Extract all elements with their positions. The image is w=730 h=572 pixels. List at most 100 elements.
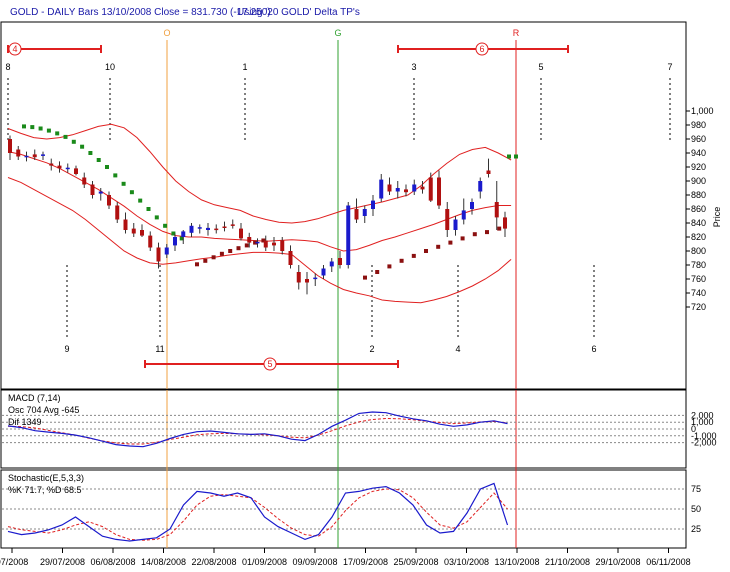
candle-body xyxy=(362,209,367,216)
cycle-number-top: 5 xyxy=(538,62,543,72)
candle-body xyxy=(371,200,375,209)
bracket-circle xyxy=(475,42,489,56)
dot-red xyxy=(448,240,453,245)
x-tick-label: 01/09/2008 xyxy=(242,557,287,567)
cycle-number-bottom: 2 xyxy=(369,344,374,354)
candle-body xyxy=(354,209,359,220)
cycle-number-top: 1 xyxy=(242,62,247,72)
stoch-k-line xyxy=(7,482,509,542)
candle-body xyxy=(197,227,202,229)
bracket-label: 4 xyxy=(12,44,17,54)
price-tick-label: 940 xyxy=(691,148,706,158)
candle-body xyxy=(239,228,243,239)
x-tick-label: 21/10/2008 xyxy=(545,557,590,567)
dot-green xyxy=(514,154,518,159)
x-tick-label: 22/08/2008 xyxy=(191,557,236,567)
candle-body xyxy=(263,240,268,248)
candle-body xyxy=(41,154,45,156)
dot-green xyxy=(507,154,511,159)
bollinger-upper xyxy=(7,123,512,224)
candle-body xyxy=(222,226,227,228)
dot-green xyxy=(113,173,118,178)
candle-body xyxy=(272,242,276,246)
candle-body xyxy=(288,251,293,265)
dot-red xyxy=(399,258,404,263)
cycle-number-top: 3 xyxy=(411,62,416,72)
cycle-number-bottom: 4 xyxy=(455,344,460,354)
price-tick-label: 740 xyxy=(691,288,706,298)
candle-body xyxy=(428,177,433,201)
dot-red xyxy=(424,249,428,253)
candle-body xyxy=(156,247,161,262)
stoch-panel: 75 50 25 xyxy=(2,482,701,542)
chart-subtitle: Using '20 GOLD' Delta TP's xyxy=(237,7,360,18)
stoch-tick-label: 75 xyxy=(691,484,701,494)
dot-red xyxy=(211,255,216,260)
candle-body xyxy=(173,237,177,246)
dot-red xyxy=(436,244,441,249)
candle-body xyxy=(123,219,128,230)
bracket-circle xyxy=(8,42,22,56)
dot-green xyxy=(179,236,184,241)
candle-body xyxy=(313,277,318,280)
cycle-number-top: 7 xyxy=(667,62,672,72)
dot-red xyxy=(497,226,502,231)
x-tick-label: 06/11/2008 xyxy=(646,557,690,567)
price-tick-label: 960 xyxy=(691,134,706,144)
chart-title: GOLD - DAILY Bars 13/10/2008 Close = 831… xyxy=(10,7,271,18)
candle-body xyxy=(445,209,450,230)
candle-body xyxy=(82,177,87,185)
x-tick-label: 29/10/2008 xyxy=(595,557,640,567)
x-tick-label: 13/10/2008 xyxy=(494,557,539,567)
stoch-panel-frame xyxy=(0,469,687,549)
candle-body xyxy=(140,230,144,236)
dot-red xyxy=(244,243,249,248)
candle-body xyxy=(296,272,301,283)
candle-body xyxy=(98,191,103,194)
candle-body xyxy=(461,210,466,220)
candle-body xyxy=(280,240,285,251)
candle-body xyxy=(214,228,219,231)
stoch-tick-label: 50 xyxy=(691,504,701,514)
candle-body xyxy=(486,170,491,174)
bollinger-middle xyxy=(7,151,512,252)
dot-green xyxy=(71,139,76,144)
marker-label: O xyxy=(163,28,170,38)
dot-red xyxy=(387,264,392,269)
candle-body xyxy=(305,279,309,283)
bracket-label: 6 xyxy=(479,44,484,54)
dot-red xyxy=(228,249,233,253)
dot-green xyxy=(38,126,43,131)
x-tick-label: 25/09/2008 xyxy=(393,557,438,567)
marker-label: G xyxy=(334,28,341,38)
macd-tick-label: 2,000 xyxy=(691,410,714,420)
stoch-d-line xyxy=(7,488,508,541)
cycle-number-top: 8 xyxy=(5,62,10,72)
dot-red xyxy=(219,251,224,256)
dot-red xyxy=(472,232,477,237)
dot-red xyxy=(411,253,416,258)
price-tick-label: 800 xyxy=(691,246,706,256)
candle-body xyxy=(24,155,29,158)
candle-body xyxy=(412,184,417,192)
price-tick-label: 860 xyxy=(691,204,706,214)
candle-body xyxy=(230,224,235,226)
macd-osc: Osc 704 Avg -645 xyxy=(8,405,79,415)
candle-body xyxy=(329,261,334,267)
stoch-tick-label: 25 xyxy=(691,524,701,534)
candle-body xyxy=(395,188,400,192)
dot-red xyxy=(253,240,258,245)
price-panel: 1,00098096094092090088086084082080078076… xyxy=(5,28,714,548)
candle-body xyxy=(8,139,12,153)
macd-title: MACD (7,14) xyxy=(8,393,61,403)
candle-body xyxy=(181,231,186,237)
x-tick-label: 29/07/2008 xyxy=(40,557,85,567)
candle-body xyxy=(16,149,21,157)
x-tick-label: 03/10/2008 xyxy=(444,557,489,567)
dot-green xyxy=(121,181,126,186)
dot-green xyxy=(138,198,143,203)
candle-body xyxy=(338,258,342,265)
price-tick-label: 980 xyxy=(691,120,706,130)
